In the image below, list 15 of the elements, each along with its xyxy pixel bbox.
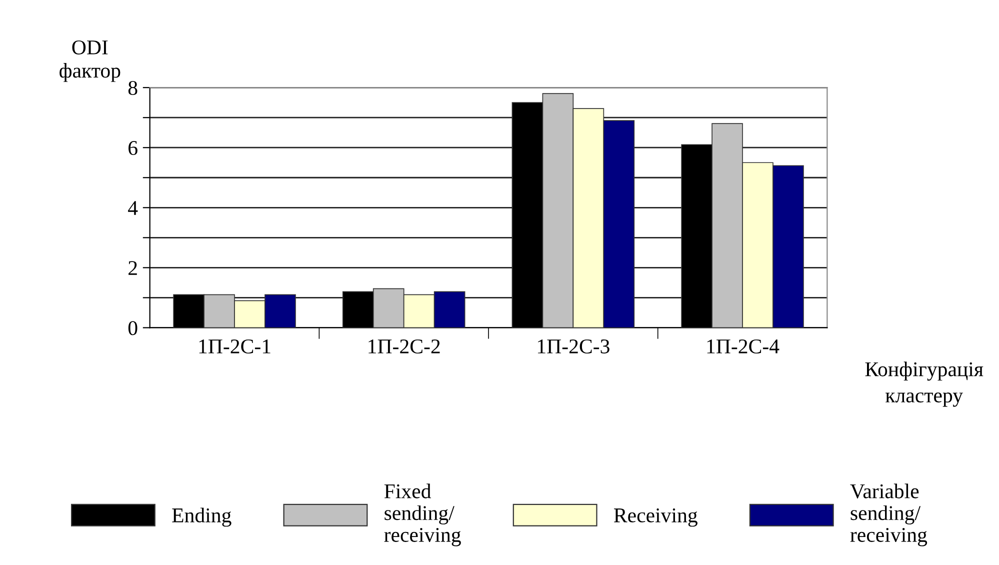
y-tick-label: 8: [128, 80, 138, 96]
y-tick-label: 4: [128, 201, 138, 215]
x-tick-label: 1П-2С-4: [707, 339, 780, 354]
x-tick-label: 1П-2С-3: [538, 339, 610, 354]
y-tick-label: 2: [128, 261, 137, 275]
x-axis-title: Конфігурація кластеру: [865, 362, 984, 407]
legend-label: Variable sending/ receiving: [850, 484, 928, 546]
x-tick-label: 1П-2С-2: [368, 339, 440, 354]
legend-label: Ending: [172, 508, 232, 527]
legend-label: Receiving: [614, 508, 698, 527]
legend-label: Fixed sending/ receiving: [384, 484, 461, 546]
y-tick-label: 0: [128, 321, 138, 336]
y-tick-label: 6: [128, 141, 138, 156]
y-axis-title: ODI фактор: [60, 40, 120, 82]
x-tick-label: 1П-2С-1: [199, 339, 270, 354]
